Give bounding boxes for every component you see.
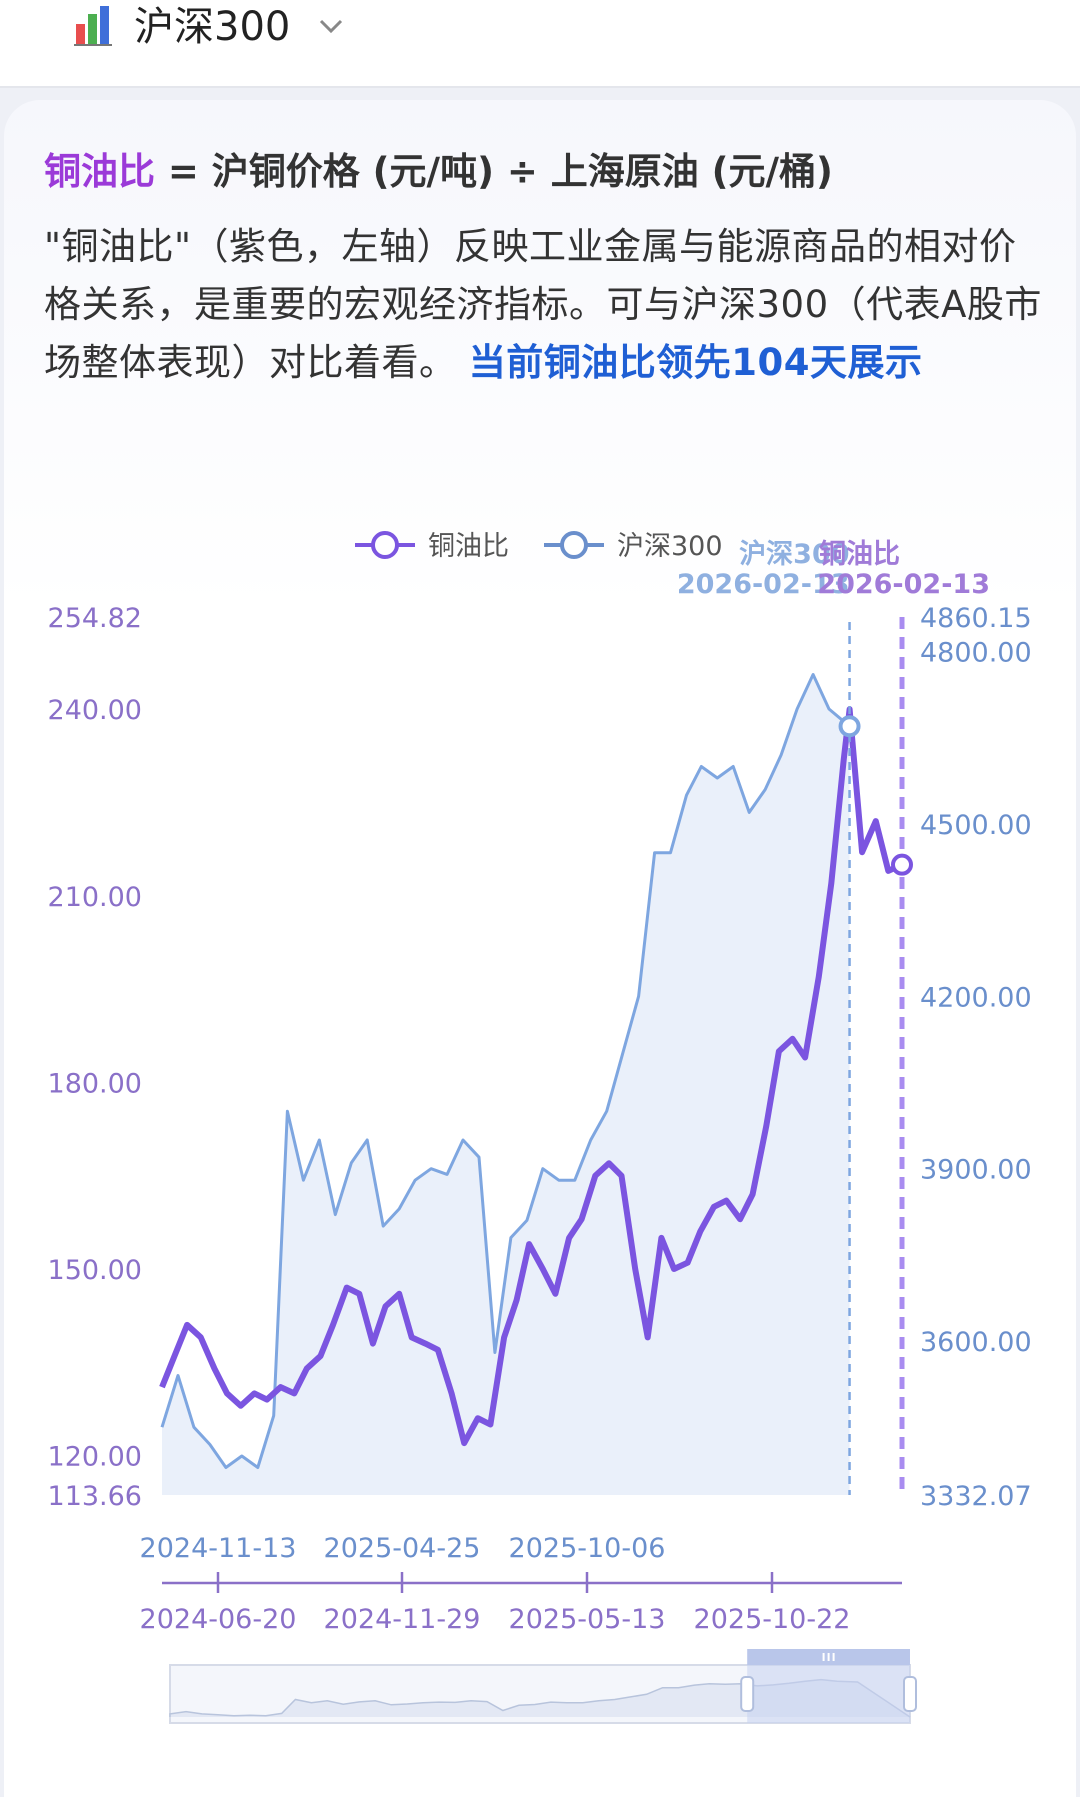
right-axis-tick: 4860.15 [920,603,1032,634]
copper-oil-marker-date: 2026-02-13 [817,569,990,600]
lead-days-link[interactable]: 当前铜油比领先104天展示 [468,341,923,384]
csi300-marker-date: 2026-02-13 [677,569,850,600]
csi300-end-point [838,715,861,738]
csi300-marker-label: 沪深300 [739,539,849,570]
formula-rest: = 沪铜价格 (元/吨) ÷ 上海原油 (元/桶) [155,150,833,193]
formula-highlight: 铜油比 [44,150,155,193]
chevron-down-icon[interactable] [318,16,344,36]
bar-chart-icon [74,6,112,46]
right-axis-tick: 4800.00 [920,638,1032,669]
zoom-grip-icon [827,1653,830,1661]
zoom-grip-icon [822,1653,825,1661]
description: "铜油比"（紫色，左轴）反映工业金属与能源商品的相对价格关系，是重要的宏观经济指… [44,218,1044,392]
zoom-handle-right[interactable] [903,1676,917,1712]
right-axis-tick: 3332.07 [920,1481,1032,1512]
copper-oil-marker-label: 铜油比 [819,539,900,570]
copper-oil-end-point [891,853,913,876]
right-axis-tick: 3900.00 [920,1155,1032,1186]
zoom-handle-left[interactable] [740,1676,755,1712]
csi300-line [160,673,851,1469]
csi300-x-tick: 2025-04-25 [324,1533,481,1564]
formula-text: 铜油比 = 沪铜价格 (元/吨) ÷ 上海原油 (元/桶) [44,146,833,198]
description-text: "铜油比"（紫色，左轴）反映工业金属与能源商品的相对价格关系，是重要的宏观经济指… [44,225,1042,384]
csi300-x-tick: 2025-10-06 [509,1533,666,1564]
csi300-x-tick: 2024-11-13 [140,1533,297,1564]
right-axis-tick: 4500.00 [920,810,1032,841]
zoom-window[interactable] [747,1665,910,1723]
copper-oil-x-tick: 2024-06-20 [140,1604,297,1635]
legend-csi300-label: 沪深300 [617,531,723,562]
left-axis-tick: 180.00 [48,1068,142,1099]
legend-csi300-marker[interactable] [560,531,588,559]
csi300-area [162,674,850,1495]
top-bar: 沪深300 [0,0,1080,88]
left-axis-tick: 120.00 [48,1442,142,1473]
copper-oil-line [159,706,904,1447]
copper-oil-x-tick: 2024-11-29 [324,1604,481,1635]
left-axis-tick: 150.00 [48,1255,142,1286]
index-selector[interactable]: 沪深300 [134,4,291,50]
left-axis-tick: 113.66 [48,1481,142,1512]
legend-copper-oil-label: 铜油比 [428,531,509,562]
left-axis-tick: 240.00 [48,695,142,726]
right-axis-tick: 4200.00 [920,982,1032,1013]
chart-card [4,100,1076,1797]
left-axis-tick: 254.82 [48,603,142,634]
left-axis-tick: 210.00 [48,882,142,913]
copper-oil-x-tick: 2025-05-13 [509,1604,666,1635]
legend-copper-oil-marker[interactable] [371,531,399,559]
right-axis-tick: 3600.00 [920,1327,1032,1358]
copper-oil-x-tick: 2025-10-22 [694,1604,851,1635]
zoom-grip-icon [832,1653,835,1661]
